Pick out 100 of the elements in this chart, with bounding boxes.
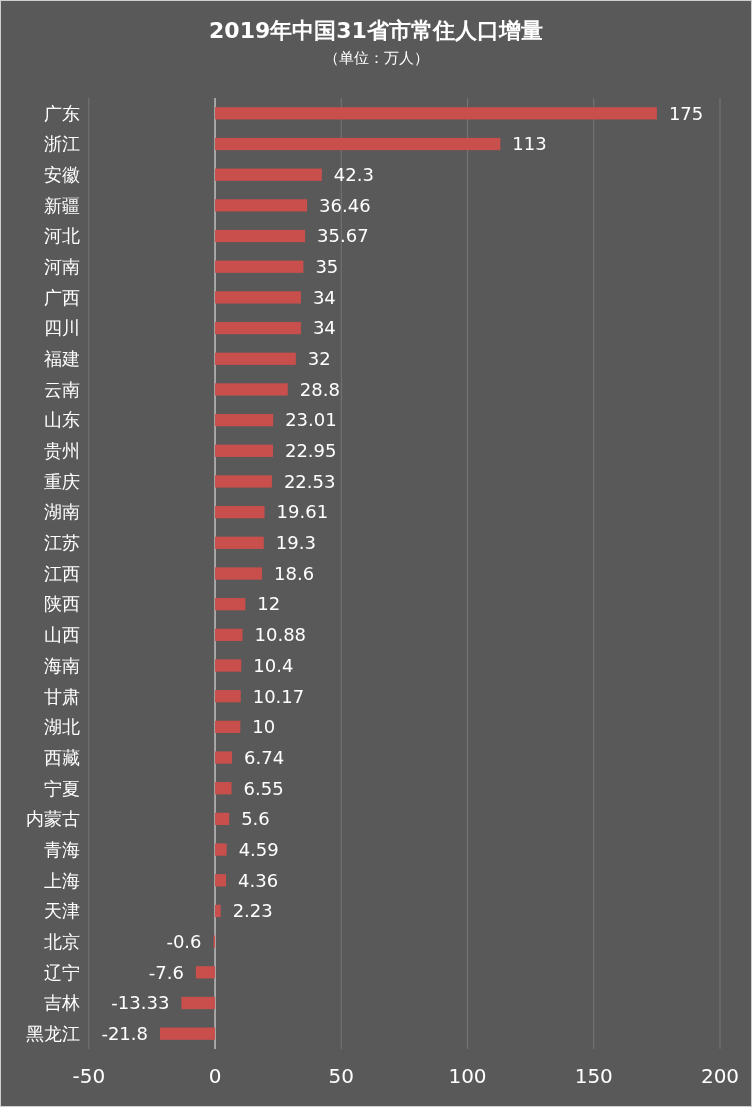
- data-label: 113: [512, 133, 547, 155]
- data-label: 10.88: [254, 624, 307, 646]
- y-tick-label: 安徽: [44, 163, 80, 185]
- bar: [215, 751, 233, 764]
- y-tick-label: 重庆: [44, 470, 80, 492]
- bar: [215, 413, 274, 427]
- bar: [215, 444, 273, 457]
- data-label: 6.55: [243, 777, 284, 799]
- y-tick-label: 北京: [44, 930, 80, 952]
- bar: [215, 812, 230, 826]
- y-tick-label: 福建: [44, 348, 80, 370]
- data-label: 35.67: [317, 225, 369, 247]
- data-label: 4.59: [238, 838, 279, 860]
- bar: [215, 321, 301, 335]
- data-label: 19.61: [276, 501, 329, 523]
- bar: [160, 1027, 216, 1040]
- data-label: -7.6: [148, 961, 184, 983]
- y-tick-label: 山西: [44, 624, 80, 646]
- data-label: 22.95: [284, 440, 337, 462]
- y-tick-label: 山东: [44, 409, 80, 431]
- data-label: 18.6: [274, 562, 315, 584]
- y-tick-label: 河南: [44, 256, 80, 278]
- bar: [215, 720, 241, 734]
- data-label: 42.3: [333, 163, 374, 185]
- y-tick-label: 辽宁: [44, 961, 80, 983]
- y-tick-label: 天津: [44, 900, 80, 922]
- bar: [215, 107, 657, 120]
- y-tick-label: 宁夏: [44, 777, 80, 799]
- data-label: 10.17: [252, 685, 305, 707]
- bar: [215, 199, 308, 212]
- y-tick-label: 内蒙古: [26, 808, 80, 830]
- y-tick-label: 新疆: [44, 194, 80, 216]
- bar: [215, 168, 322, 181]
- data-label: 22.53: [283, 470, 336, 492]
- data-label: -0.6: [166, 930, 202, 952]
- y-tick-label: 青海: [44, 838, 80, 860]
- bar: [215, 843, 227, 856]
- data-label: 10: [252, 716, 276, 738]
- bar: [215, 628, 243, 641]
- bar: [181, 996, 216, 1010]
- data-label: 28.8: [299, 378, 340, 400]
- y-tick-label: 黑龙江: [26, 1022, 80, 1044]
- data-label: 4.36: [238, 869, 279, 891]
- y-tick-label: 四川: [44, 317, 80, 339]
- bar: [215, 229, 306, 243]
- y-tick-label: 甘肃: [44, 685, 80, 707]
- bar: [215, 260, 304, 273]
- x-tick-label: 0: [208, 1064, 222, 1088]
- data-label: 34: [312, 286, 336, 308]
- y-tick-label: 广西: [44, 286, 80, 308]
- data-label: 175: [668, 102, 704, 124]
- x-tick-label: 150: [574, 1064, 613, 1088]
- bar: [195, 966, 216, 979]
- y-tick-label: 浙江: [44, 133, 80, 155]
- bar: [215, 506, 265, 519]
- chart-subtitle: （单位：万人）: [323, 49, 429, 67]
- data-label: 10.4: [253, 654, 294, 676]
- data-label: 32: [307, 348, 331, 370]
- bar: [215, 291, 301, 304]
- data-label: -13.33: [111, 992, 170, 1014]
- bar: [215, 690, 241, 703]
- y-tick-label: 西藏: [44, 746, 80, 768]
- y-tick-label: 海南: [44, 654, 80, 676]
- data-label: 23.01: [285, 409, 337, 431]
- data-label: 35: [315, 256, 339, 278]
- bar: [215, 567, 262, 580]
- data-label: 19.3: [275, 532, 316, 554]
- data-label: 5.6: [241, 808, 270, 830]
- bar: [215, 782, 232, 795]
- data-label: 36.46: [319, 194, 371, 216]
- bar: [215, 383, 288, 396]
- y-tick-label: 湖南: [44, 501, 80, 523]
- data-label: -21.8: [101, 1022, 148, 1044]
- y-tick-label: 上海: [44, 869, 80, 891]
- data-label: 12: [257, 593, 281, 615]
- bar: [215, 904, 221, 918]
- x-tick-label: 200: [700, 1064, 740, 1088]
- bar: [215, 659, 242, 672]
- y-tick-label: 江苏: [44, 532, 80, 554]
- y-tick-label: 广东: [44, 102, 80, 124]
- bar: [215, 352, 296, 365]
- bar: [215, 536, 264, 549]
- bar: [215, 598, 246, 611]
- y-tick-label: 吉林: [44, 992, 80, 1014]
- bar: [215, 874, 227, 887]
- x-tick-label: -50: [72, 1064, 106, 1088]
- y-tick-label: 陕西: [44, 593, 80, 615]
- y-tick-label: 江西: [44, 562, 80, 584]
- y-tick-label: 湖北: [44, 716, 80, 738]
- data-label: 34: [312, 317, 336, 339]
- x-tick-label: 50: [328, 1064, 355, 1088]
- y-tick-label: 河北: [44, 225, 80, 247]
- data-label: 6.74: [244, 746, 285, 768]
- y-tick-label: 云南: [44, 378, 80, 400]
- data-label: 2.23: [232, 900, 273, 922]
- chart-title: 2019年中国31省市常住人口增量: [209, 18, 543, 43]
- bar: [215, 475, 272, 488]
- bar: [215, 137, 501, 151]
- x-tick-label: 100: [448, 1064, 487, 1088]
- y-tick-label: 贵州: [44, 440, 80, 462]
